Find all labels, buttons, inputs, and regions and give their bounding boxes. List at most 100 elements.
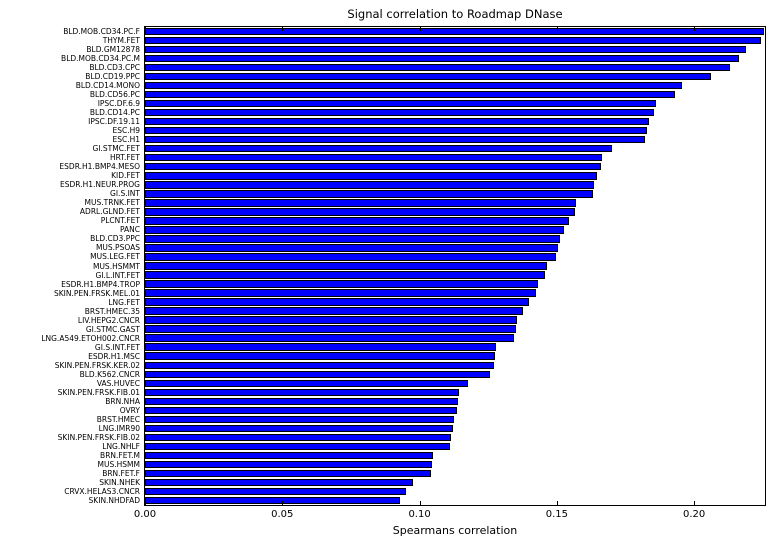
bar	[145, 370, 490, 378]
y-axis-label: BLD.GM12878	[86, 45, 140, 55]
x-tick-mark	[694, 27, 696, 31]
bar	[145, 108, 655, 117]
y-axis-label: GI.STMC.FET	[92, 144, 140, 154]
y-axis-label: CRVX.HELAS3.CNCR	[64, 486, 140, 496]
bar	[145, 271, 545, 279]
bar	[145, 226, 564, 234]
bar	[145, 172, 597, 180]
bar	[145, 433, 452, 442]
bar	[145, 217, 570, 225]
bar	[145, 45, 747, 54]
y-axis-label: LNG.NHLF	[102, 441, 140, 451]
bar	[145, 54, 740, 63]
y-axis-label: SKIN.PEN.FRSK.KER.02	[54, 360, 140, 370]
y-axis-label: ESDR.H1.MSC	[88, 351, 140, 361]
y-axis-label: PANC	[119, 225, 140, 235]
bar	[145, 289, 537, 297]
y-axis-label: MUS.HSMM	[97, 459, 140, 469]
y-axis-label: KID.FET	[111, 171, 140, 181]
y-axis-label: BLD.K562.CNCR	[79, 369, 140, 379]
bar	[145, 442, 450, 451]
bar	[145, 406, 457, 414]
x-tick-mark	[282, 27, 284, 31]
bar	[145, 478, 413, 487]
y-axis-label: SKIN.NHEK	[99, 477, 140, 487]
bar	[145, 190, 593, 198]
bar	[145, 154, 603, 162]
y-axis-label: BLD.CD3.CPC	[89, 63, 140, 73]
y-axis-label: BRN.FET.M	[100, 450, 140, 460]
x-tick-label: 0.15	[545, 509, 568, 520]
y-axis-label: BRST.HMEC.35	[84, 306, 140, 316]
y-axis-label: LNG.IMR90	[98, 423, 140, 433]
bar	[145, 208, 575, 216]
x-tick-mark	[556, 501, 558, 505]
y-axis-label: SKIN.PEN.FRSK.FIB.02	[57, 432, 140, 442]
y-axis-label: GI.L.INT.FET	[95, 270, 140, 280]
y-axis-label: IPSC.DF.6.9	[97, 99, 140, 109]
y-axis-label: GI.S.INT.FET	[94, 342, 140, 352]
bar	[145, 280, 538, 288]
bar	[145, 460, 432, 469]
bar	[145, 90, 675, 99]
y-axis-label: BLD.CD14.PC	[89, 108, 140, 118]
bar	[145, 81, 682, 90]
y-axis-label: BLD.MOB.CD34.PC.F	[63, 27, 140, 36]
bar	[145, 334, 515, 342]
bar	[145, 27, 765, 36]
x-tick-mark	[145, 501, 146, 505]
bar	[145, 253, 556, 261]
bar	[145, 298, 530, 306]
bar	[145, 136, 645, 144]
y-axis-label: LIV.HEPG2.CNCR	[77, 315, 140, 325]
bar	[145, 424, 453, 433]
x-tick-mark	[282, 501, 284, 505]
y-axis-label: ESC.H1	[112, 135, 140, 145]
y-axis-label: MUS.TRNK.FET	[84, 198, 140, 208]
bar	[145, 361, 494, 369]
y-axis-label: SKIN.PEN.FRSK.MEL.01	[53, 288, 140, 298]
y-axis-label: ESDR.H1.BMP4.TROP	[61, 279, 140, 289]
x-tick-label: 0.20	[683, 509, 706, 520]
plot-area	[144, 26, 766, 506]
bar	[145, 469, 431, 478]
y-axis-label: LNG.A549.ETOH002.CNCR	[41, 333, 140, 343]
y-axis-label: ESDR.H1.NEUR.PROG	[59, 180, 140, 190]
y-axis-label: ESDR.H1.BMP4.MESO	[59, 162, 140, 172]
x-axis-label: Spearmans correlation	[392, 524, 518, 537]
bar	[145, 72, 711, 81]
y-axis-label: IPSC.DF.19.11	[88, 117, 140, 127]
bar	[145, 397, 459, 405]
y-axis-label: HRT.FET	[109, 153, 140, 163]
bar	[145, 325, 516, 333]
y-axis-label: BLD.MOB.CD34.PC.M	[61, 54, 140, 64]
bar	[145, 262, 548, 270]
y-axis-label: MUS.HSMMT	[92, 261, 140, 271]
x-tick-mark	[419, 27, 421, 31]
y-axis-label: BRN.NHA	[105, 396, 140, 406]
y-axis-label: THYM.FET	[102, 36, 140, 46]
bar	[145, 99, 656, 108]
bar	[145, 163, 601, 171]
bar	[145, 145, 612, 153]
y-axis-label: BRN.FET.F	[102, 468, 140, 478]
bar	[145, 181, 594, 189]
x-tick-mark	[556, 27, 558, 31]
y-axis-label: SKIN.PEN.FRSK.FIB.01	[57, 387, 140, 397]
bar	[145, 388, 460, 396]
x-tick-mark	[145, 27, 146, 31]
y-axis-label: BLD.CD19.PPC	[85, 72, 140, 82]
bar	[145, 127, 648, 135]
y-axis-label: ADRL.GLND.FET	[79, 207, 140, 217]
x-tick-label: 0.00	[133, 509, 157, 520]
bar	[145, 307, 523, 315]
bar	[145, 316, 518, 324]
y-axis-label: VAS.HUVEC	[96, 378, 140, 388]
y-axis-label: BLD.CD56.PC	[89, 90, 140, 100]
y-axis-label: GI.STMC.GAST	[85, 324, 140, 334]
x-tick-label: 0.10	[408, 509, 431, 520]
bar	[145, 199, 577, 207]
bar	[145, 36, 762, 45]
y-axis-label: MUS.LEG.FET	[90, 252, 140, 262]
